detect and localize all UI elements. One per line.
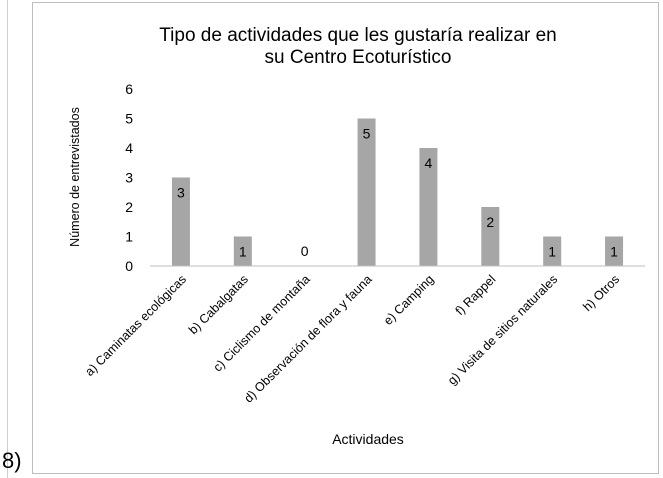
x-axis-label: Actividades bbox=[332, 431, 404, 447]
bar bbox=[605, 236, 624, 266]
y-tick-label: 3 bbox=[125, 170, 133, 186]
figure-label: 8) bbox=[2, 448, 22, 473]
bar bbox=[481, 207, 500, 266]
bars bbox=[171, 118, 624, 266]
x-tick-label: f) Rappel bbox=[453, 272, 499, 318]
y-tick-label: 4 bbox=[125, 140, 133, 156]
x-tick-label: e) Camping bbox=[381, 272, 437, 328]
x-tick-label: g) Visita de sitios naturales bbox=[445, 272, 560, 387]
y-tick-label: 1 bbox=[125, 229, 133, 245]
x-tick-label: b) Cabalgatas bbox=[186, 272, 251, 337]
bar bbox=[357, 118, 376, 266]
bar bbox=[419, 148, 438, 266]
bar bbox=[233, 236, 252, 266]
y-tick-label: 0 bbox=[125, 258, 133, 274]
bar bbox=[171, 177, 190, 266]
x-tick-label: d) Observación de flora y fauna bbox=[241, 272, 374, 405]
chart-frame bbox=[32, 2, 659, 474]
chart-title-line2: su Centro Ecoturístico bbox=[265, 47, 452, 68]
data-label: 1 bbox=[610, 244, 618, 260]
y-tick-labels: 0 1 2 3 4 5 6 bbox=[125, 81, 133, 274]
data-labels: 3 1 0 5 4 2 1 1 bbox=[177, 126, 618, 260]
chart-title-line1: Tipo de actividades que les gustaría rea… bbox=[159, 25, 556, 46]
data-label: 0 bbox=[301, 243, 309, 259]
data-label: 2 bbox=[486, 214, 494, 230]
data-label: 3 bbox=[177, 185, 185, 201]
data-label: 1 bbox=[239, 244, 247, 260]
y-tick-label: 5 bbox=[125, 111, 133, 127]
y-tick-label: 2 bbox=[125, 199, 133, 215]
data-label: 5 bbox=[363, 126, 371, 142]
y-tick-label: 6 bbox=[125, 81, 133, 97]
x-tick-label: h) Otros bbox=[580, 272, 622, 314]
left-panel-border bbox=[0, 0, 8, 478]
bar bbox=[543, 236, 562, 266]
data-label: 4 bbox=[425, 155, 433, 171]
y-axis-label: Número de entrevistados bbox=[68, 107, 82, 247]
x-tick-label: a) Caminatas ecológicas bbox=[82, 272, 189, 379]
data-label: 1 bbox=[548, 244, 556, 260]
